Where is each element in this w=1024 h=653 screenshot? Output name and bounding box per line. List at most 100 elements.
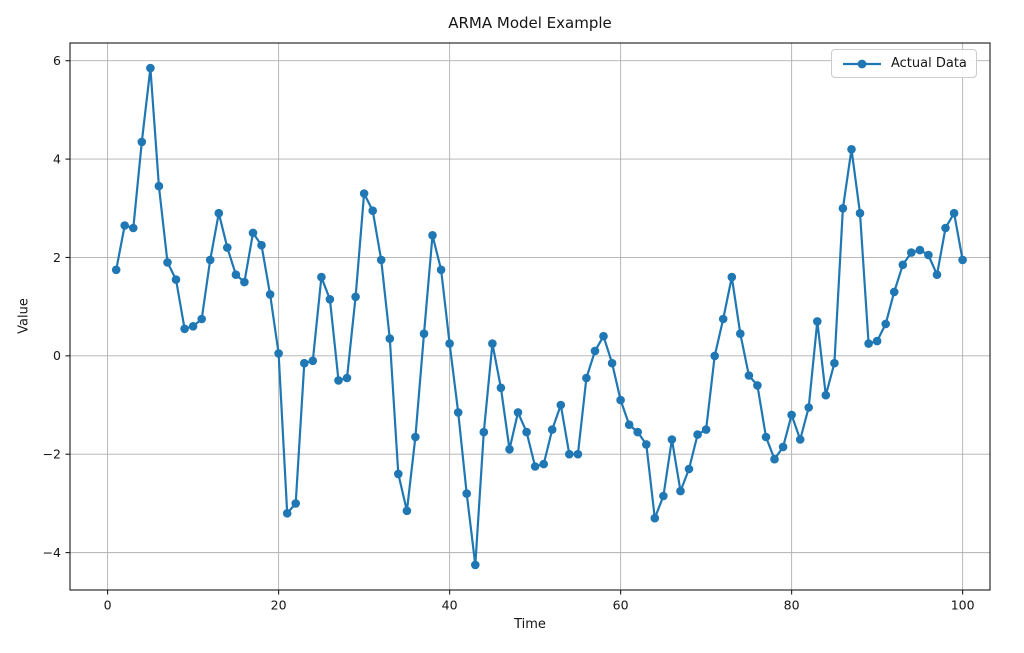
- x-tick-label: 100: [951, 598, 975, 613]
- data-point: [881, 319, 890, 329]
- data-point: [214, 208, 224, 218]
- y-tick-label: 6: [53, 53, 61, 68]
- data-point: [787, 410, 796, 420]
- data-point: [701, 425, 711, 434]
- y-axis-label: Value: [16, 298, 32, 334]
- data-point: [402, 506, 412, 516]
- data-point: [359, 189, 369, 198]
- data-point: [547, 425, 557, 434]
- data-point: [428, 231, 437, 240]
- data-point: [376, 255, 386, 265]
- data-point: [317, 272, 326, 282]
- x-axis-label: Time: [514, 617, 546, 632]
- data-point: [111, 265, 121, 275]
- data-point: [325, 295, 335, 304]
- data-point: [488, 339, 497, 348]
- y-tick-label: 2: [53, 250, 61, 265]
- data-point: [308, 356, 318, 366]
- data-point: [146, 63, 155, 73]
- data-point: [907, 248, 916, 257]
- data-point: [590, 346, 600, 356]
- data-point: [291, 499, 301, 508]
- y-tick-label: −2: [43, 447, 61, 462]
- data-point: [265, 290, 275, 299]
- data-point: [539, 459, 548, 469]
- data-point: [342, 373, 352, 383]
- data-point: [129, 223, 138, 233]
- data-point: [676, 486, 685, 496]
- data-point: [556, 400, 566, 410]
- data-point: [770, 454, 779, 464]
- data-point: [813, 317, 822, 326]
- data-point: [821, 390, 831, 400]
- data-point: [616, 395, 625, 405]
- data-line: [115, 66, 964, 567]
- data-point: [573, 449, 583, 459]
- data-point: [180, 324, 189, 334]
- data-point: [274, 349, 283, 358]
- data-point: [522, 427, 531, 437]
- data-point: [137, 137, 147, 147]
- data-point: [607, 358, 617, 368]
- data-point: [642, 440, 651, 449]
- data-point: [958, 255, 967, 265]
- data-point: [727, 272, 737, 282]
- data-point: [804, 403, 813, 412]
- data-point: [530, 462, 540, 471]
- data-point: [496, 383, 506, 393]
- data-point: [282, 509, 292, 518]
- data-point: [736, 329, 745, 339]
- data-point: [445, 339, 454, 348]
- data-point: [419, 329, 429, 339]
- data-point: [924, 250, 933, 260]
- data-point: [163, 258, 172, 267]
- data-point: [838, 204, 848, 213]
- data-point: [120, 221, 129, 230]
- legend-line-sample: [843, 59, 881, 68]
- data-point: [667, 435, 677, 444]
- data-point: [479, 427, 489, 437]
- x-tick-label: 80: [784, 598, 800, 613]
- legend-marker-icon: [857, 59, 867, 68]
- data-point: [471, 560, 480, 570]
- data-point: [889, 287, 899, 297]
- data-point: [898, 260, 908, 270]
- data-point: [847, 145, 856, 154]
- data-point: [368, 206, 378, 215]
- y-tick-label: −4: [43, 545, 61, 560]
- data-point: [171, 275, 181, 284]
- data-point: [582, 373, 591, 383]
- data-point: [599, 331, 608, 341]
- data-point: [505, 445, 514, 454]
- data-point: [513, 408, 523, 417]
- data-point: [718, 314, 728, 324]
- data-point: [753, 381, 762, 390]
- data-point: [231, 270, 241, 280]
- x-tick-label: 0: [104, 598, 112, 613]
- y-tick-label: 0: [53, 348, 61, 363]
- legend-label: Actual Data: [891, 56, 967, 71]
- data-point: [248, 228, 258, 238]
- data-point: [778, 442, 788, 452]
- data-point: [154, 181, 164, 191]
- x-tick-label: 40: [442, 598, 458, 613]
- data-point: [565, 449, 574, 459]
- data-point: [633, 427, 642, 437]
- data-point: [462, 489, 472, 498]
- data-point: [223, 243, 232, 252]
- data-point: [394, 469, 403, 479]
- data-point: [949, 208, 959, 218]
- data-point: [761, 432, 771, 442]
- data-point: [453, 408, 463, 417]
- data-point: [864, 339, 873, 348]
- data-point: [436, 265, 446, 275]
- data-point: [411, 432, 420, 442]
- chart-title: ARMA Model Example: [448, 14, 612, 32]
- data-point: [744, 371, 754, 380]
- data-point: [650, 513, 660, 523]
- data-point: [385, 334, 395, 343]
- data-point: [197, 314, 206, 324]
- data-point: [693, 430, 702, 439]
